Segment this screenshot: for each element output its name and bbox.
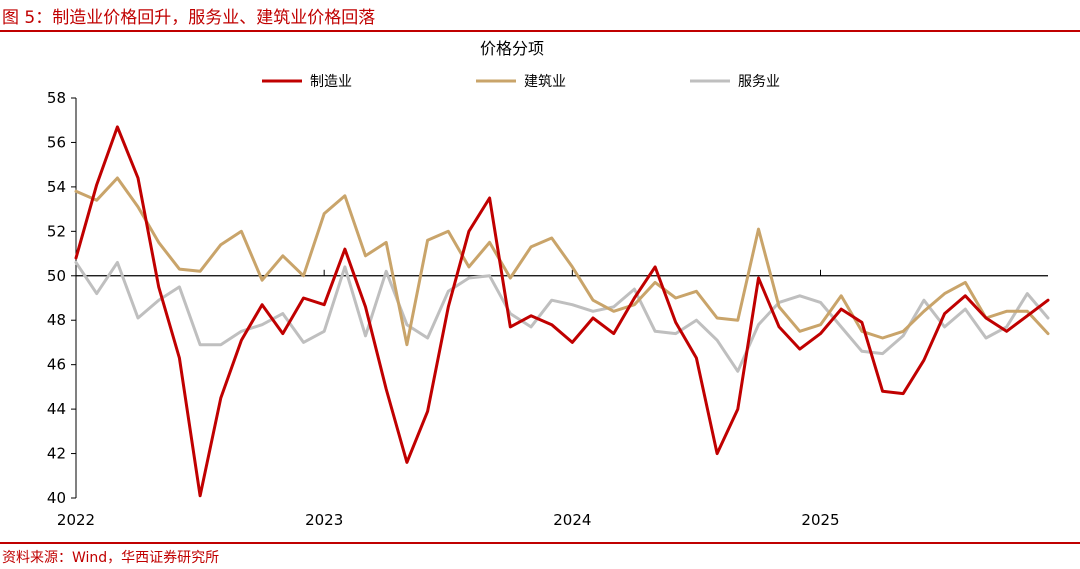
y-tick-label: 44	[47, 400, 66, 418]
y-tick-label: 54	[47, 178, 66, 196]
series-layer	[74, 125, 1050, 498]
series-line-construction	[74, 176, 1050, 347]
y-tick-label: 52	[47, 222, 66, 240]
x-tick-label: 2022	[57, 511, 95, 529]
x-tick-label: 2024	[553, 511, 591, 529]
y-tick-label: 46	[47, 356, 66, 374]
legend-label: 服务业	[738, 74, 780, 90]
chart-title: 价格分项	[480, 39, 544, 58]
figure-header: 图 5：制造业价格回升，服务业、建筑业价格回落	[0, 0, 1080, 30]
y-tick-label: 58	[47, 89, 66, 107]
axes: 40 42 44 46 48 50 52 54 56 58 2022 2023 2024 2025	[47, 89, 1048, 529]
y-tick-label: 48	[47, 311, 66, 329]
x-tick-label: 2023	[305, 511, 343, 529]
figure-title: 图 5：制造业价格回升，服务业、建筑业价格回落	[2, 8, 376, 28]
legend-label: 建筑业	[524, 74, 566, 90]
header-rule	[0, 30, 1080, 32]
series-line-manufacturing	[74, 125, 1050, 498]
y-tick-label: 40	[47, 489, 66, 507]
legend: 制造业 建筑业 服务业	[262, 74, 780, 90]
source-note: 资料来源：Wind，华西证券研究所	[2, 550, 220, 566]
series-line-services	[74, 260, 1050, 373]
price-components-chart: 价格分项 制造业 建筑业 服务业 40 42 44 46 48 50 52 54 56 58 2022 2…	[47, 39, 1050, 529]
y-tick-label: 42	[47, 445, 66, 463]
legend-label: 制造业	[310, 74, 352, 90]
y-tick-label: 50	[47, 267, 66, 285]
y-tick-label: 56	[47, 133, 66, 151]
footer-rule	[0, 542, 1080, 544]
x-tick-label: 2025	[801, 511, 839, 529]
